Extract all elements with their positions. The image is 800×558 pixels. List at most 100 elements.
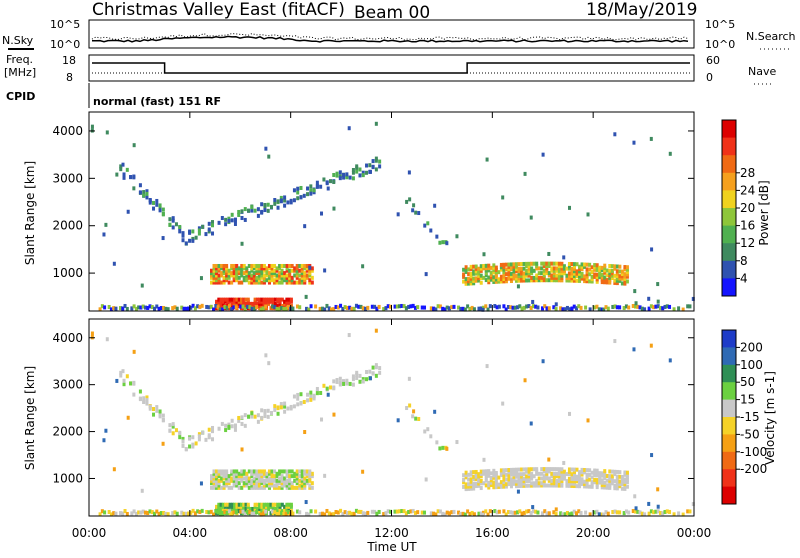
power-echo-cell xyxy=(258,304,262,309)
freq-tick-bottom: 8 xyxy=(66,71,73,84)
power-echo-cell xyxy=(278,297,282,302)
power-echo-cell xyxy=(335,173,339,178)
velocity-echo-cell xyxy=(656,504,660,509)
power-echo-cell xyxy=(484,304,488,309)
colorbar-tick-label: 15 xyxy=(740,393,755,407)
velocity-echo-cell xyxy=(608,478,612,483)
velocity-echo-cell xyxy=(212,469,216,474)
velocity-echo-cell xyxy=(525,474,529,479)
velocity-echo-cell xyxy=(329,512,333,517)
power-echo-cell xyxy=(225,263,229,268)
velocity-echo-cell xyxy=(355,372,359,377)
velocity-echo-cell xyxy=(215,476,219,481)
power-echo-cell xyxy=(580,262,584,267)
power-echo-cell xyxy=(291,306,295,311)
velocity-echo-cell xyxy=(103,510,107,515)
velocity-echo-cell xyxy=(253,502,257,507)
velocity-echo-cell xyxy=(257,471,261,476)
velocity-echo-cell xyxy=(270,474,274,479)
velocity-echo-cell xyxy=(146,511,150,516)
velocity-echo-cell xyxy=(214,509,218,514)
velocity-echo-cell xyxy=(603,485,607,490)
power-echo-cell xyxy=(310,275,314,280)
power-echo-cell xyxy=(306,186,310,191)
power-echo-cell xyxy=(295,275,299,280)
power-echo-cell xyxy=(575,274,579,279)
velocity-echo-cell xyxy=(276,502,280,507)
power-echo-cell xyxy=(305,263,309,268)
power-echo-cell xyxy=(474,271,478,276)
velocity-echo-cell xyxy=(230,506,234,511)
power-echo-cell xyxy=(280,271,284,276)
power-echo-cell xyxy=(595,267,599,272)
velocity-echo-cell xyxy=(572,509,576,514)
velocity-echo-cell xyxy=(285,469,289,474)
velocity-echo-cell xyxy=(332,386,336,391)
colorbar-tick-label: 100 xyxy=(740,358,763,372)
velocity-echo-cell xyxy=(366,510,370,515)
velocity-echo-cell xyxy=(620,475,624,480)
velocity-echo-cell xyxy=(634,509,638,514)
power-echo-cell xyxy=(545,306,549,311)
velocity-echo-cell xyxy=(535,481,539,486)
power-echo-cell xyxy=(260,266,264,271)
power-echo-cell xyxy=(567,266,571,271)
velocity-echo-cell xyxy=(220,471,224,476)
power-echo-cell xyxy=(264,304,268,309)
power-echo-cell xyxy=(520,271,524,276)
velocity-echo-cell xyxy=(413,510,417,515)
velocity-echo-cell xyxy=(212,474,216,479)
power-echo-cell xyxy=(547,306,551,311)
velocity-echo-cell xyxy=(338,376,342,381)
velocity-echo-cell xyxy=(290,474,294,479)
velocity-echo-cell xyxy=(332,379,336,384)
nsky-panel-frame xyxy=(88,19,695,49)
power-echo-cell xyxy=(570,262,574,267)
power-echo-cell xyxy=(220,216,224,221)
power-echo-cell xyxy=(212,268,216,273)
velocity-echo-cell xyxy=(359,509,363,514)
power-echo-cell xyxy=(270,266,274,271)
power-echo-cell xyxy=(247,280,251,285)
velocity-echo-cell xyxy=(488,509,492,514)
velocity-echo-cell xyxy=(472,481,476,486)
velocity-echo-cell xyxy=(520,476,524,481)
power-echo-cell xyxy=(623,279,627,284)
power-echo-cell xyxy=(388,304,392,309)
velocity-echo-cell xyxy=(375,511,379,516)
velocity-echo-cell xyxy=(602,512,606,517)
power-echo-cell xyxy=(303,271,307,276)
velocity-echo-cell xyxy=(494,480,498,485)
power-echo-cell xyxy=(555,273,559,278)
velocity-echo-cell xyxy=(502,470,506,475)
power-echo-cell xyxy=(298,263,302,268)
velocity-echo-cell xyxy=(348,381,352,386)
power-echo-cell xyxy=(219,301,223,306)
velocity-echo-cell xyxy=(532,467,536,472)
power-echo-cell xyxy=(273,273,277,278)
power-echo-cell xyxy=(502,274,506,279)
power-echo-cell xyxy=(573,271,576,276)
power-echo-cell xyxy=(242,301,246,306)
power-echo-cell xyxy=(271,297,275,302)
power-echo-cell xyxy=(237,301,241,306)
power-echo-cell xyxy=(663,304,667,309)
velocity-echo-cell xyxy=(677,511,681,516)
power-echo-cell xyxy=(365,170,369,175)
power-echo-cell xyxy=(158,208,162,213)
velocity-echo-cell xyxy=(271,504,275,509)
power-echo-cell xyxy=(506,305,510,310)
velocity-echo-cell xyxy=(352,511,356,516)
velocity-echo-cell xyxy=(469,477,473,482)
velocity-echo-cell xyxy=(588,484,592,489)
power-echo-cell xyxy=(298,278,302,283)
power-echo-cell xyxy=(412,203,416,208)
power-echo-cell xyxy=(507,264,511,269)
velocity-echo-cell xyxy=(502,468,506,473)
power-echo-cell xyxy=(583,276,587,281)
velocity-echo-cell xyxy=(371,371,375,376)
velocity-echo-cell xyxy=(225,483,229,488)
power-echo-cell xyxy=(308,268,312,273)
power-echo-cell xyxy=(252,266,256,271)
